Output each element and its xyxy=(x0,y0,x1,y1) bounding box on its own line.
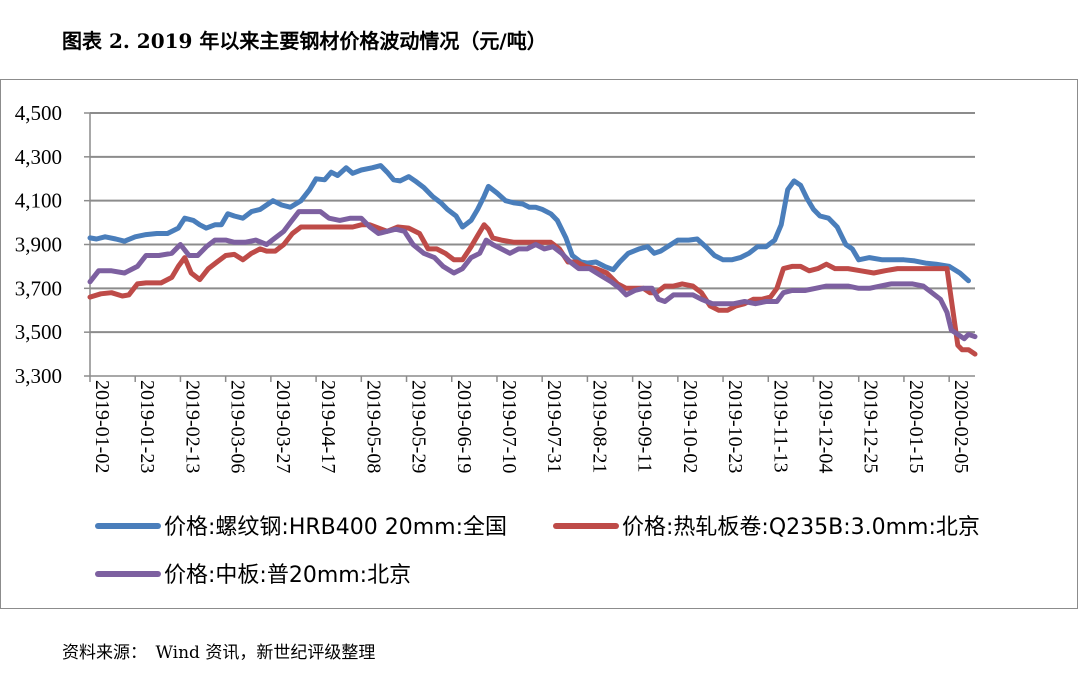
x-tick-label: 2019-02-13 xyxy=(181,380,203,473)
y-tick-label: 3,900 xyxy=(15,233,62,257)
y-tick-label: 4,500 xyxy=(15,101,62,125)
series-line-3 xyxy=(87,209,978,342)
x-tick-label: 2019-07-31 xyxy=(543,380,565,473)
series-lines xyxy=(87,163,978,357)
x-tick-label: 2019-05-08 xyxy=(362,380,384,473)
page-title: 图表 2. 2019 年以来主要钢材价格波动情况（元/吨） xyxy=(62,29,547,53)
x-tick-label: 2019-03-27 xyxy=(272,380,294,473)
y-tick-label: 3,700 xyxy=(15,276,62,300)
x-tick-label: 2019-10-23 xyxy=(724,380,746,473)
legend-label-3: 价格:中板:普20mm:北京 xyxy=(164,563,411,588)
x-tick-label: 2019-03-06 xyxy=(227,380,249,473)
chart-frame xyxy=(0,79,1078,609)
series-line-2 xyxy=(87,222,978,357)
legend-label-1: 价格:螺纹钢:HRB400 20mm:全国 xyxy=(164,515,507,540)
x-tick-label: 2019-12-04 xyxy=(815,380,837,473)
y-tick-label: 3,500 xyxy=(15,320,62,344)
axes xyxy=(84,112,975,382)
source-note: 资料来源： Wind 资讯，新世纪评级整理 xyxy=(62,643,376,663)
x-tick-label: 2019-01-23 xyxy=(136,380,158,473)
x-tick-label: 2019-10-02 xyxy=(679,380,701,473)
x-tick-label: 2019-09-11 xyxy=(634,380,656,473)
y-tick-label: 4,300 xyxy=(15,145,62,169)
x-tick-label: 2019-08-21 xyxy=(588,380,610,473)
series-line-1 xyxy=(87,163,971,284)
x-tick-label: 2019-04-17 xyxy=(317,380,339,473)
x-tick-label: 2019-07-10 xyxy=(498,380,520,473)
x-tick-label: 2019-12-25 xyxy=(860,380,882,473)
x-tick-label: 2019-05-29 xyxy=(408,380,430,473)
y-tick-label: 3,300 xyxy=(15,364,62,388)
x-tick-label: 2020-02-05 xyxy=(950,380,972,473)
legend: 价格:螺纹钢:HRB400 20mm:全国 价格:热轧板卷:Q235B:3.0mm… xyxy=(95,515,980,588)
x-tick-label: 2019-06-19 xyxy=(453,380,475,473)
x-tick-label: 2020-01-15 xyxy=(905,380,927,473)
x-tick-label: 2019-01-02 xyxy=(91,380,113,473)
x-tick-labels: 2019-01-02 2019-01-23 2019-02-13 2019-03-06… xyxy=(91,380,972,473)
y-tick-label: 4,100 xyxy=(15,189,62,213)
legend-label-2: 价格:热轧板卷:Q235B:3.0mm:北京 xyxy=(622,515,980,540)
y-tick-labels: 3,300 3,500 3,700 3,900 4,100 4,300 4,500 xyxy=(15,101,62,388)
x-tick-label: 2019-11-13 xyxy=(769,380,791,473)
